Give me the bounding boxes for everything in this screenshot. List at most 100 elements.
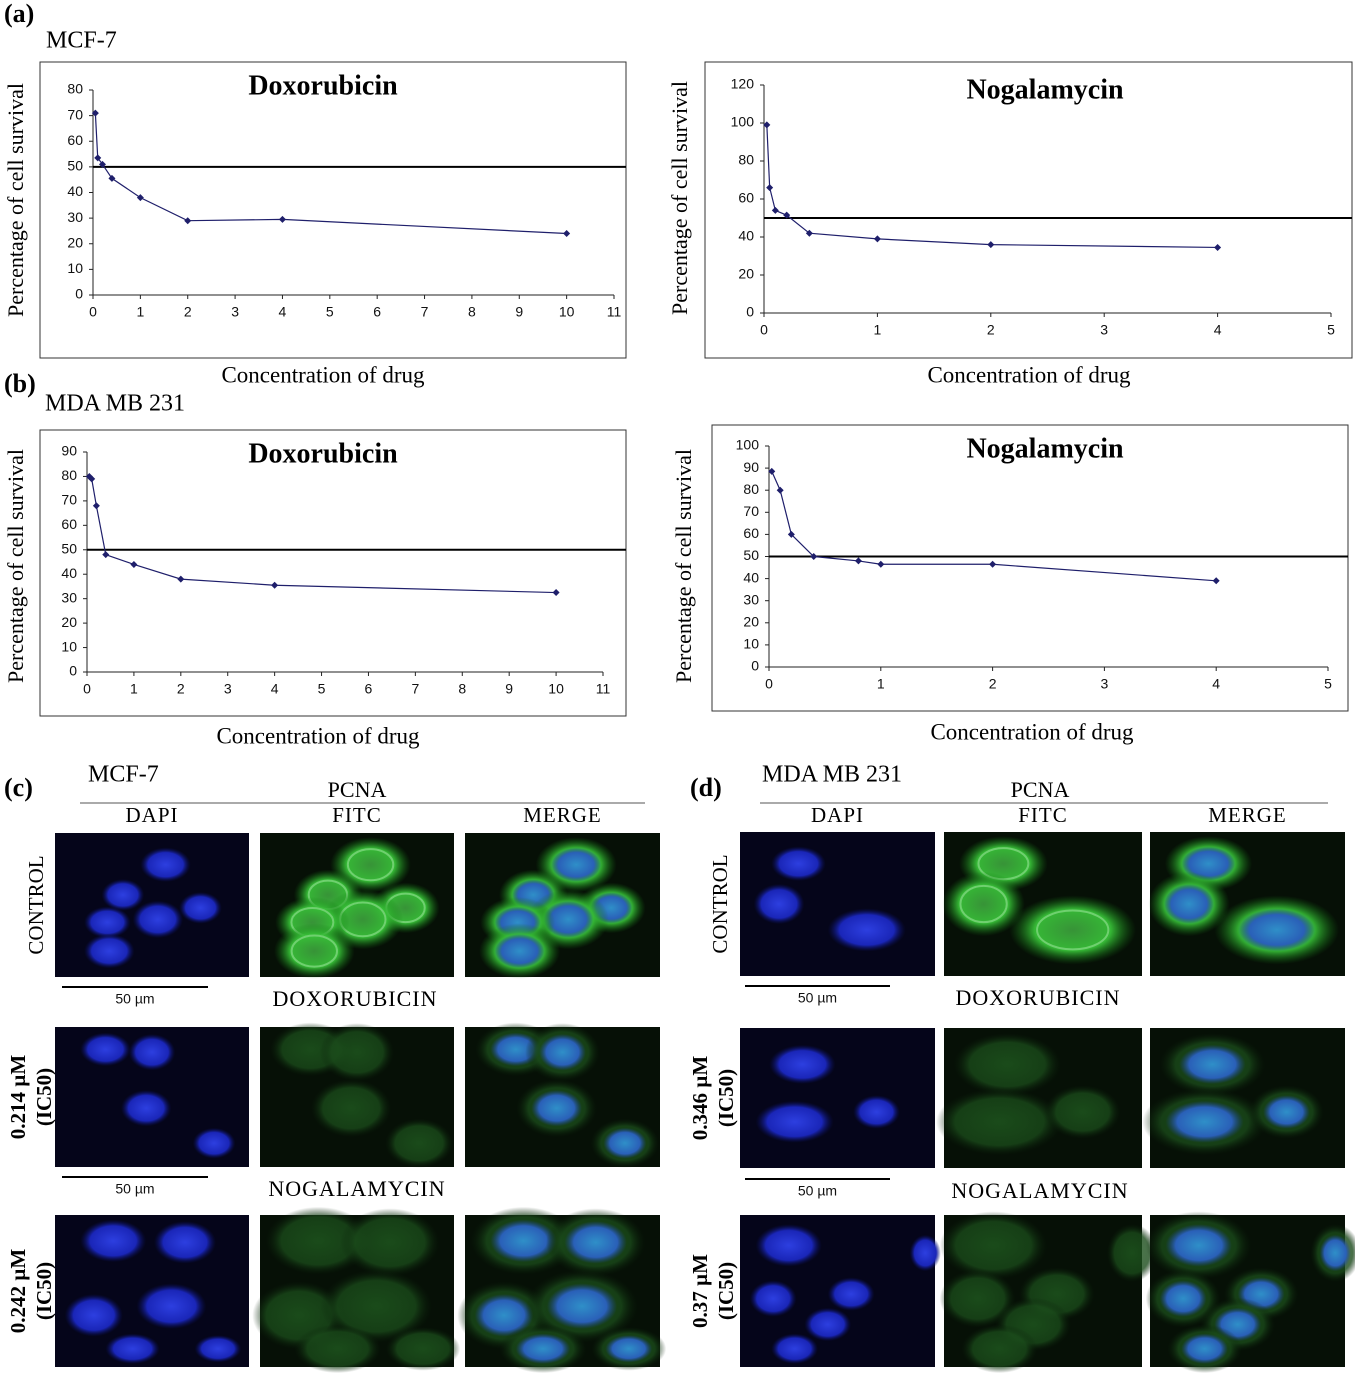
panel-label: (c): [4, 773, 33, 802]
x-axis-label: Concentration of drug: [221, 362, 425, 387]
micrograph: [740, 1028, 935, 1168]
nucleus-outline: [346, 848, 395, 882]
cytoplasm: [320, 1269, 433, 1343]
data-point: [271, 581, 279, 589]
row-label: 0.37 µM: [688, 1254, 712, 1328]
nucleus: [564, 1221, 627, 1264]
micrograph: [936, 1028, 1142, 1168]
cytoplasm: [936, 1088, 1063, 1156]
data-point: [768, 467, 776, 475]
y-tick-label: 80: [67, 81, 83, 97]
data-point: [92, 502, 100, 510]
cytoplasm: [1044, 1085, 1121, 1139]
nucleus-outline: [1036, 909, 1110, 951]
nucleus: [84, 906, 131, 939]
panel-label: (a): [4, 0, 34, 28]
micrograph: [465, 1022, 660, 1168]
data-point: [136, 194, 144, 202]
x-tick-label: 1: [130, 681, 138, 697]
cytoplasm: [942, 871, 1025, 937]
x-tick-label: 6: [365, 681, 373, 697]
data-point: [771, 206, 779, 214]
micrograph: [740, 1215, 941, 1367]
row-label: 0.242 µM: [6, 1249, 30, 1334]
cytoplasm: [265, 1206, 371, 1275]
x-tick-label: 6: [373, 304, 381, 320]
y-tick-label: 0: [746, 304, 754, 320]
data-point: [989, 560, 997, 568]
scale-bar-label: 50 µm: [115, 1181, 154, 1197]
chart-frame: [39, 61, 627, 359]
x-tick-label: 4: [271, 681, 279, 697]
column-header: FITC: [1018, 803, 1068, 827]
scale-bar-label: 50 µm: [798, 990, 837, 1006]
data-point: [102, 551, 110, 559]
cytoplasm: [1106, 1223, 1158, 1283]
y-axis-label: Percentage of cell survival: [3, 83, 28, 317]
micrograph: [260, 1022, 454, 1168]
y-tick-label: 30: [67, 209, 83, 225]
x-tick-label: 1: [874, 322, 882, 338]
x-tick-label: 0: [89, 304, 97, 320]
row-label: (IC50): [32, 1068, 56, 1126]
row-label: (IC50): [714, 1262, 738, 1320]
nucleus-outline: [959, 884, 1008, 924]
y-tick-label: 70: [67, 106, 83, 122]
y-tick-label: 10: [743, 636, 759, 652]
cytoplasm: [319, 1023, 395, 1082]
micrograph: [55, 1215, 249, 1367]
data-point: [278, 215, 286, 223]
nucleus: [1263, 1095, 1310, 1129]
nucleus: [136, 1283, 207, 1329]
series-line: [771, 471, 1217, 582]
x-tick-label: 1: [136, 304, 144, 320]
treatment-label: DOXORUBICIN: [273, 986, 438, 1011]
data-point: [810, 553, 818, 560]
x-tick-label: 7: [421, 304, 429, 320]
nucleus: [603, 1127, 647, 1159]
y-tick-label: 40: [61, 565, 77, 581]
y-tick-label: 80: [738, 152, 754, 168]
data-point: [177, 575, 185, 583]
nucleus: [120, 1090, 172, 1127]
y-axis-label: Percentage of cell survival: [667, 81, 692, 315]
data-point: [88, 475, 96, 483]
x-tick-label: 2: [987, 322, 995, 338]
y-tick-label: 90: [61, 443, 77, 459]
micrograph: [1145, 1211, 1355, 1374]
y-tick-label: 10: [61, 638, 77, 654]
y-tick-label: 10: [67, 260, 83, 276]
cytoplasm: [310, 1079, 392, 1138]
y-tick-label: 60: [743, 525, 759, 541]
nucleus: [1319, 1234, 1351, 1272]
y-tick-label: 60: [738, 190, 754, 206]
chart-title: Nogalamycin: [966, 74, 1124, 105]
y-tick-label: 90: [743, 459, 759, 475]
chart-title: Nogalamycin: [966, 433, 1124, 464]
x-tick-label: 9: [515, 304, 523, 320]
nucleus: [105, 1333, 160, 1364]
y-tick-label: 40: [743, 569, 759, 585]
y-tick-label: 40: [67, 183, 83, 199]
micrograph: [942, 832, 1142, 976]
x-tick-label: 10: [548, 681, 564, 697]
nucleus: [490, 1219, 557, 1263]
nucleus: [605, 1335, 653, 1363]
data-point: [783, 211, 791, 219]
cytoplasm: [953, 1033, 1062, 1096]
nucleus: [755, 1100, 834, 1143]
y-tick-label: 100: [736, 437, 760, 453]
nucleus: [84, 933, 135, 969]
chart-frame: [39, 429, 627, 717]
y-tick-label: 20: [61, 614, 77, 630]
cell-line-label: MCF-7: [88, 762, 159, 788]
nucleus: [771, 846, 826, 881]
column-header: DAPI: [125, 803, 178, 827]
x-tick-label: 11: [596, 681, 611, 697]
data-point: [91, 109, 99, 117]
panel-label: (d): [690, 773, 722, 802]
nucleus: [1237, 908, 1316, 952]
series-line: [94, 113, 567, 235]
treatment-label: DOXORUBICIN: [956, 985, 1121, 1010]
